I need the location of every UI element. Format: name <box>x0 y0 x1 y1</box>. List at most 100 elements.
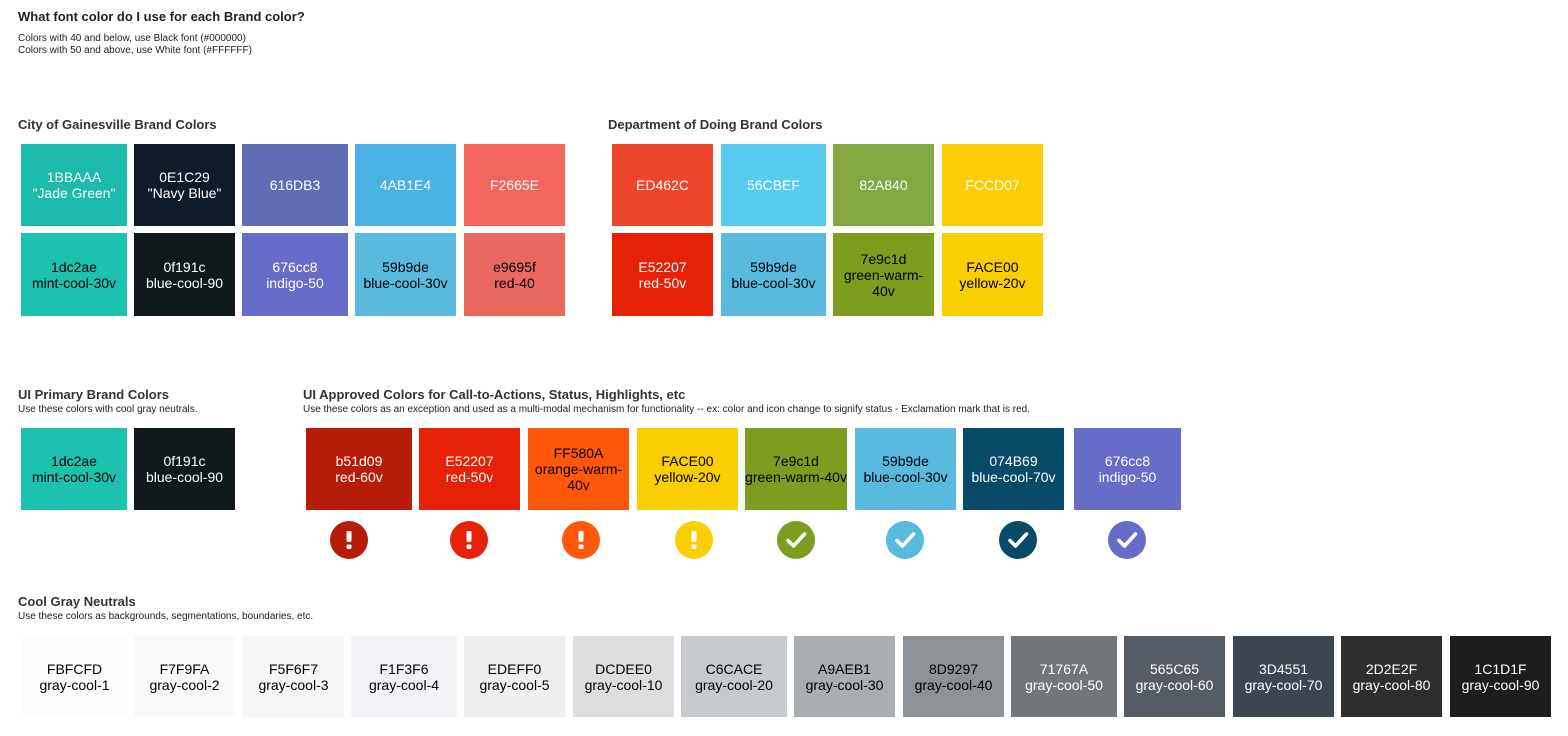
swatch-name: orange-warm- <box>534 461 623 477</box>
swatch-name: gray-cool-60 <box>1135 676 1214 693</box>
swatch-name: yellow-20v <box>654 469 721 485</box>
swatch-hex: A9AEB1 <box>818 660 871 677</box>
swatch-name: gray-cool-50 <box>1025 676 1103 693</box>
swatch-name: red-50v <box>445 469 494 485</box>
swatch-gray-2: F7F9FA gray-cool-2 <box>134 636 235 717</box>
swatch-hex: 3D4551 <box>1258 660 1309 677</box>
swatch-hex: 59b9de <box>750 258 797 275</box>
swatch-gray-6: DCDEE0 gray-cool-10 <box>573 636 674 717</box>
swatch-gray-12: 3D4551 gray-cool-70 <box>1233 636 1334 717</box>
swatch-hex: 0f191c <box>163 258 206 275</box>
swatch-city-top-3: 616DB3 <box>242 144 348 226</box>
ui-approved-subtitle: Use these colors as an exception and use… <box>303 404 1031 415</box>
swatch-hex: C6CACE <box>705 660 763 677</box>
swatch-name: gray-cool-40 <box>914 676 993 693</box>
ui-primary-heading: UI Primary Brand Colors <box>18 387 169 402</box>
swatch-name: gray-cool-2 <box>149 676 220 693</box>
swatch-hex: 82A840 <box>859 177 908 193</box>
swatch-city-bottom-5: e9695f red-40 <box>464 233 565 316</box>
swatch-hex: F5F6F7 <box>268 660 318 677</box>
swatch-hex: 59b9de <box>882 453 929 469</box>
swatch-gray-13: 2D2E2F gray-cool-80 <box>1341 636 1442 717</box>
swatch-hex: FACE00 <box>661 453 714 469</box>
swatch-hex: F1F3F6 <box>379 660 429 677</box>
swatch-approved-4: FACE00 yellow-20v <box>637 428 738 510</box>
swatch-dept-bottom-4: FACE00 yellow-20v <box>942 233 1043 316</box>
swatch-name: red-50v <box>638 274 687 291</box>
exclamation-icon <box>562 521 600 559</box>
swatch-hex: 616DB3 <box>269 177 321 193</box>
swatch-dept-bottom-2: 59b9de blue-cool-30v <box>721 233 826 316</box>
swatch-hex: FBFCFD <box>46 660 103 677</box>
swatch-hex: 0E1C29 <box>159 169 210 185</box>
swatch-approved-3: FF580A orange-warm- 40v <box>528 428 629 510</box>
swatch-gray-11: 565C65 gray-cool-60 <box>1124 636 1225 717</box>
swatch-approved-6: 59b9de blue-cool-30v <box>855 428 956 510</box>
exclamation-icon <box>450 521 488 559</box>
swatch-dept-top-3: 82A840 <box>833 144 934 226</box>
checkmark-icon <box>999 521 1037 559</box>
swatch-name: yellow-20v <box>959 274 1026 291</box>
checkmark-icon <box>777 521 815 559</box>
swatch-dept-bottom-3: 7e9c1d green-warm-40v <box>833 233 934 316</box>
swatch-city-bottom-2: 0f191c blue-cool-90 <box>134 233 235 316</box>
guideline-black-font: Colors with 40 and below, use Black font… <box>18 33 246 44</box>
swatch-approved-2: E52207 red-50v <box>419 428 520 510</box>
swatch-name: gray-cool-4 <box>368 676 440 693</box>
swatch-hex: e9695f <box>493 258 536 275</box>
swatch-name: red-60v <box>335 469 383 485</box>
swatch-primary-1: 1dc2ae mint-cool-30v <box>21 428 127 510</box>
swatch-hex: 074B69 <box>989 453 1038 469</box>
swatch-name: gray-cool-90 <box>1461 676 1540 693</box>
swatch-hex: EDEFF0 <box>487 660 542 677</box>
swatch-hex: 2D2E2F <box>1365 660 1418 677</box>
swatch-hex: 565C65 <box>1149 660 1200 677</box>
swatch-name: mint-cool-30v <box>31 469 117 485</box>
cool-gray-subtitle: Use these colors as backgrounds, segment… <box>18 611 314 622</box>
swatch-gray-9: 8D9297 gray-cool-40 <box>903 636 1004 717</box>
swatch-hex: 7e9c1d <box>773 453 819 469</box>
swatch-name: indigo-50 <box>266 274 324 291</box>
swatch-name: gray-cool-5 <box>479 676 550 693</box>
swatch-hex: b51d09 <box>335 453 383 469</box>
guideline-white-font: Colors with 50 and above, use White font… <box>18 45 252 56</box>
swatch-name: blue-cool-70v <box>971 469 1056 485</box>
swatch-hex: F7F9FA <box>159 660 210 677</box>
swatch-dept-top-1: ED462C <box>612 144 713 226</box>
swatch-hex: 56CBEF <box>747 177 800 193</box>
swatch-city-top-2: 0E1C29 "Navy Blue" <box>134 144 235 226</box>
swatch-dept-top-2: 56CBEF <box>721 144 826 226</box>
swatch-name-cont: 40v <box>567 477 590 493</box>
swatch-city-top-5: F2665E <box>464 144 565 226</box>
swatch-dept-top-4: FCCD07 <box>942 144 1043 226</box>
swatch-hex: 8D9297 <box>928 660 979 677</box>
swatch-name: green-warm-40v <box>745 469 847 485</box>
swatch-hex: 676cc8 <box>272 258 318 275</box>
swatch-gray-14: 1C1D1F gray-cool-90 <box>1450 636 1551 717</box>
swatch-hex: 71767A <box>1039 660 1089 677</box>
swatch-name: gray-cool-1 <box>39 676 110 693</box>
swatch-hex: 1C1D1F <box>1474 660 1527 677</box>
swatch-name: mint-cool-30v <box>31 274 117 291</box>
swatch-hex: FACE00 <box>966 258 1019 275</box>
swatch-name: blue-cool-90 <box>145 274 224 291</box>
swatch-name: red-40 <box>494 274 535 291</box>
swatch-name: green-warm-40v <box>843 266 924 299</box>
swatch-name: blue-cool-30v <box>363 274 448 291</box>
swatch-gray-8: A9AEB1 gray-cool-30 <box>794 636 895 717</box>
swatch-hex: 7e9c1d <box>860 250 907 267</box>
cool-gray-heading: Cool Gray Neutrals <box>18 594 136 609</box>
exclamation-icon <box>675 521 713 559</box>
swatch-hex: 1dc2ae <box>51 453 97 469</box>
swatch-name: "Jade Green" <box>32 185 116 201</box>
swatch-hex: ED462C <box>636 177 689 193</box>
city-brand-colors-heading: City of Gainesville Brand Colors <box>18 117 217 132</box>
swatch-hex: FCCD07 <box>965 177 1020 193</box>
swatch-city-bottom-4: 59b9de blue-cool-30v <box>355 233 456 316</box>
swatch-name: gray-cool-80 <box>1352 676 1431 693</box>
swatch-city-top-4: 4AB1E4 <box>355 144 456 226</box>
swatch-name: gray-cool-70 <box>1244 676 1323 693</box>
dept-brand-colors-heading: Department of Doing Brand Colors <box>608 117 823 132</box>
swatch-hex: 59b9de <box>382 258 429 275</box>
swatch-approved-7: 074B69 blue-cool-70v <box>963 428 1064 510</box>
